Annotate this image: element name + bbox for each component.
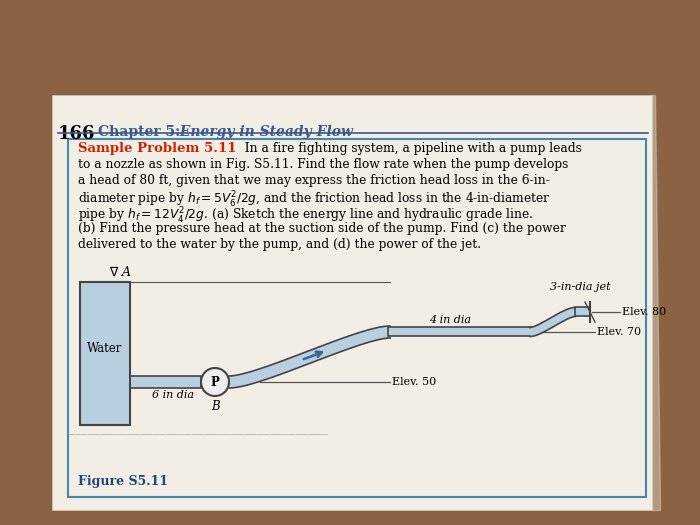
Text: Sample Problem 5.11: Sample Problem 5.11 [78,142,237,155]
Text: Chapter 5:: Chapter 5: [98,125,181,139]
Text: 6 in dia: 6 in dia [151,390,193,400]
Text: Water: Water [88,342,122,355]
Text: P: P [211,375,219,388]
Circle shape [201,368,229,396]
Text: 166: 166 [58,125,95,143]
Bar [52,95,652,510]
Polygon shape [530,308,575,337]
Text: Elev. 50: Elev. 50 [392,377,436,387]
Bar [388,327,532,336]
Bar [575,307,590,316]
Text: delivered to the water by the pump, and (d) the power of the jet.: delivered to the water by the pump, and … [78,238,481,251]
Text: 3-in-dia jet: 3-in-dia jet [550,282,610,292]
Text: pipe by $h_f = 12V_4^2/2g$. (a) Sketch the energy line and hydraulic grade line.: pipe by $h_f = 12V_4^2/2g$. (a) Sketch t… [78,206,533,226]
Text: Elev. 70: Elev. 70 [597,327,641,337]
Text: (b) Find the pressure head at the suction side of the pump. Find (c) the power: (b) Find the pressure head at the suctio… [78,222,566,235]
Text: Figure S5.11: Figure S5.11 [78,475,168,488]
Text: In a fire fighting system, a pipeline with a pump leads: In a fire fighting system, a pipeline wi… [237,142,582,155]
Text: Elev. 80: Elev. 80 [622,307,666,317]
Text: $\nabla$: $\nabla$ [108,266,119,279]
Bar [130,376,201,388]
Text: 4 in dia: 4 in dia [429,315,471,325]
Text: Energy in Steady Flow: Energy in Steady Flow [170,125,353,139]
Text: ────────────────────────────────────────────────────────────────────────────────: ────────────────────────────────────────… [68,433,328,438]
Bar [80,282,130,425]
Text: to a nozzle as shown in Fig. S5.11. Find the flow rate when the pump develops: to a nozzle as shown in Fig. S5.11. Find… [78,158,568,171]
Bar [68,139,646,497]
Text: diameter pipe by $h_f = 5V_6^2/2g$, and the friction head loss in the 4-in-diame: diameter pipe by $h_f = 5V_6^2/2g$, and … [78,190,551,210]
Text: a head of 80 ft, given that we may express the friction head loss in the 6-in-: a head of 80 ft, given that we may expre… [78,174,550,187]
Text: A: A [122,266,131,279]
Polygon shape [229,326,390,388]
Text: B: B [211,400,219,413]
